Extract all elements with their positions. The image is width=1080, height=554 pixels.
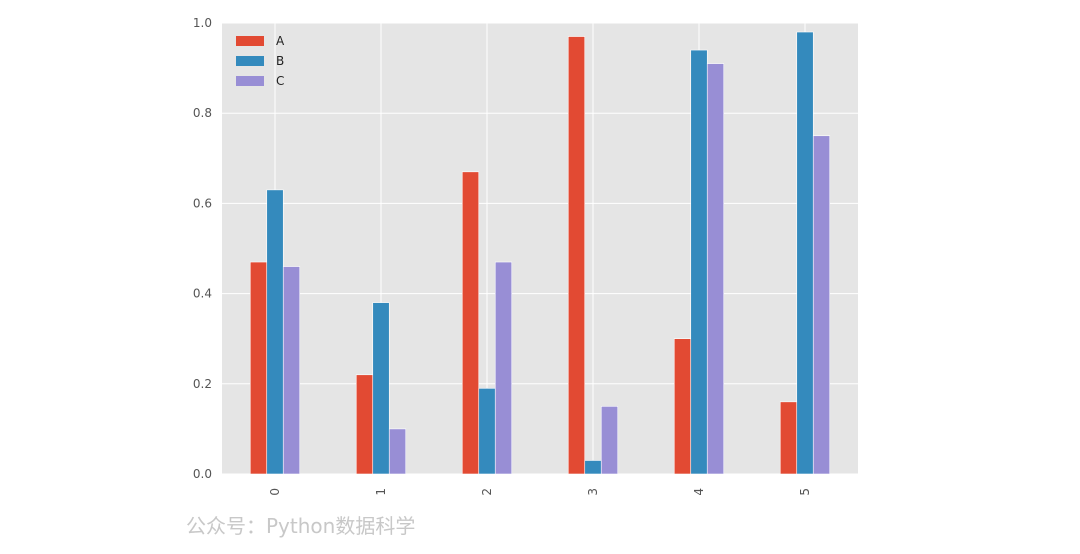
bar-b-1 [372, 302, 390, 475]
bar-a-4 [673, 338, 692, 475]
x-tick-label: 4 [692, 488, 706, 496]
y-tick-label: 0.4 [193, 287, 212, 301]
bar-b-2 [478, 388, 496, 475]
bar-c-3 [600, 406, 619, 475]
y-tick-label: 0.2 [193, 377, 212, 391]
plot-background [222, 23, 858, 474]
x-axis-ticks: 0 1 2 3 4 5 [268, 488, 812, 496]
bar-c-2 [494, 261, 513, 475]
x-tick-label: 5 [798, 488, 812, 496]
y-tick-label: 0.0 [193, 467, 212, 481]
bar-a-1 [355, 374, 374, 475]
legend-label-a: A [276, 34, 285, 48]
y-tick-label: 0.6 [193, 196, 212, 210]
legend-label-c: C [276, 74, 284, 88]
bar-b-4 [690, 49, 708, 475]
legend-swatch-b [236, 56, 264, 66]
bar-b-0 [266, 189, 284, 475]
bar-a-3 [567, 36, 586, 475]
legend: ABC [236, 34, 285, 88]
x-tick-label: 0 [268, 488, 282, 496]
bar-c-1 [388, 428, 407, 475]
y-tick-label: 1.0 [193, 16, 212, 30]
x-tick-label: 2 [480, 488, 494, 496]
y-axis-ticks: 0.0 0.2 0.4 0.6 0.8 1.0 [193, 16, 212, 481]
legend-label-b: B [276, 54, 284, 68]
bar-b-5 [796, 31, 814, 475]
watermark-text: 公众号：Python数据科学 [186, 514, 416, 538]
bar-a-0 [249, 261, 268, 475]
bar-c-5 [812, 135, 831, 475]
bar-a-5 [779, 401, 798, 475]
bar-c-4 [706, 63, 725, 475]
legend-swatch-a [236, 36, 264, 46]
y-tick-label: 0.8 [193, 106, 212, 120]
x-tick-label: 1 [374, 488, 388, 496]
bars [249, 31, 831, 475]
legend-swatch-c [236, 76, 264, 86]
x-tick-label: 3 [586, 488, 600, 496]
bar-b-3 [584, 460, 602, 475]
bar-c-0 [282, 266, 301, 475]
bar-a-2 [461, 171, 480, 475]
